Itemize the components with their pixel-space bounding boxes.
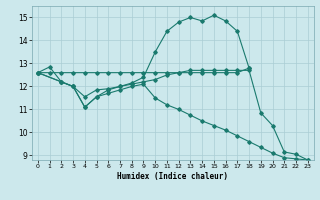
X-axis label: Humidex (Indice chaleur): Humidex (Indice chaleur) <box>117 172 228 181</box>
